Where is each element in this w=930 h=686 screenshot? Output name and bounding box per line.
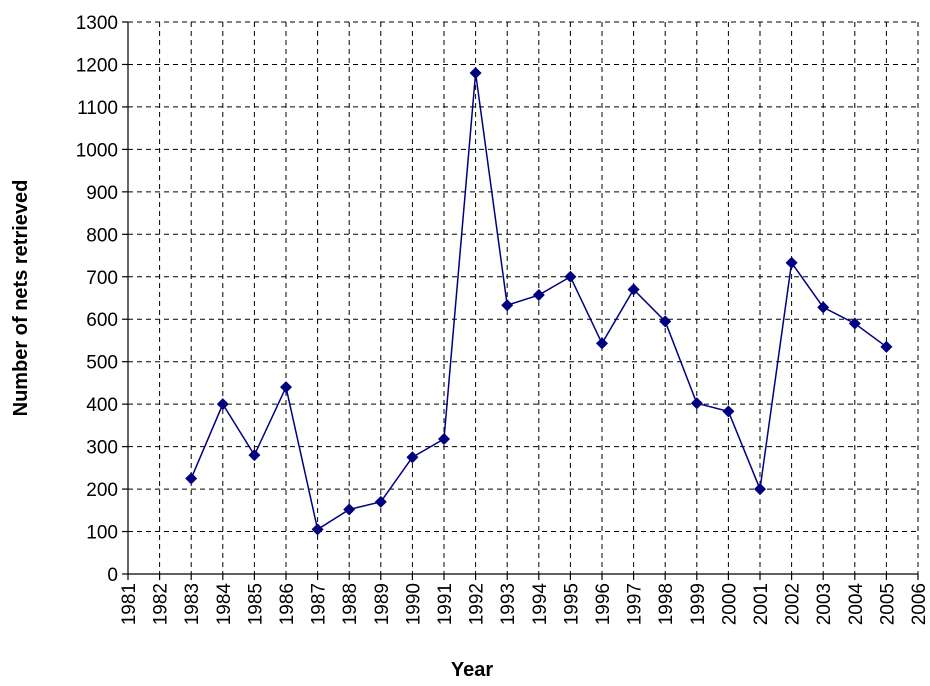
marker bbox=[785, 256, 798, 269]
x-tick-label: 1984 bbox=[214, 583, 235, 626]
x-tick-label: 1996 bbox=[593, 583, 614, 625]
y-tick-label: 700 bbox=[86, 268, 118, 289]
x-tick-label: 1999 bbox=[688, 583, 709, 625]
marker bbox=[596, 337, 608, 350]
x-tick-label: 1993 bbox=[498, 583, 519, 625]
y-tick-label: 500 bbox=[86, 353, 118, 374]
marker bbox=[690, 397, 703, 410]
x-tick-label: 1983 bbox=[182, 583, 203, 625]
x-axis-title: Year bbox=[451, 659, 493, 681]
marker bbox=[406, 451, 419, 464]
x-tick-label: 1981 bbox=[119, 583, 140, 625]
x-tick-label: 2004 bbox=[846, 583, 867, 626]
y-tick-label: 1300 bbox=[76, 13, 118, 34]
x-tick-label: 2000 bbox=[719, 583, 740, 625]
x-tick-label: 2003 bbox=[814, 583, 835, 625]
x-tick-label: 1997 bbox=[625, 583, 646, 625]
marker bbox=[311, 523, 324, 536]
marker bbox=[627, 283, 640, 296]
marker bbox=[438, 432, 450, 445]
marker bbox=[754, 483, 766, 496]
x-tick-label: 1991 bbox=[435, 583, 456, 625]
marker bbox=[532, 289, 545, 302]
y-tick-label: 1200 bbox=[76, 55, 118, 76]
marker bbox=[564, 270, 577, 283]
x-tick-label: 1987 bbox=[309, 583, 330, 625]
marker bbox=[880, 340, 893, 353]
x-tick-label: 1994 bbox=[530, 583, 551, 626]
x-tick-label: 1985 bbox=[245, 583, 266, 625]
y-tick-label: 1000 bbox=[76, 140, 118, 161]
y-tick-label: 400 bbox=[86, 395, 118, 416]
x-tick-label: 1998 bbox=[656, 583, 677, 625]
marker bbox=[216, 398, 229, 411]
x-tick-label: 1992 bbox=[467, 583, 488, 625]
x-tick-label: 2001 bbox=[751, 583, 772, 625]
marker bbox=[722, 405, 735, 418]
x-tick-label: 1990 bbox=[403, 583, 424, 625]
marker bbox=[501, 299, 514, 312]
marker bbox=[374, 495, 387, 508]
y-tick-label: 800 bbox=[86, 225, 118, 246]
y-tick-label: 100 bbox=[86, 523, 118, 544]
x-tick-label: 1986 bbox=[277, 583, 298, 625]
x-tick-label: 1995 bbox=[561, 583, 582, 625]
marker bbox=[659, 315, 672, 328]
x-tick-label: 2006 bbox=[909, 583, 930, 625]
y-tick-label: 0 bbox=[107, 565, 118, 586]
y-tick-label: 600 bbox=[86, 310, 118, 331]
marker bbox=[248, 449, 261, 462]
x-tick-label: 2002 bbox=[783, 583, 804, 625]
marker bbox=[817, 301, 830, 314]
marker bbox=[469, 66, 482, 79]
marker bbox=[280, 381, 292, 394]
y-tick-label: 200 bbox=[86, 480, 118, 501]
x-tick-label: 1982 bbox=[151, 583, 172, 625]
x-tick-label: 1988 bbox=[340, 583, 361, 625]
y-tick-label: 1100 bbox=[77, 98, 118, 119]
y-tick-label: 300 bbox=[86, 438, 118, 459]
x-tick-label: 1989 bbox=[372, 583, 393, 625]
marker bbox=[343, 503, 356, 516]
y-axis-title: Number of nets retrieved bbox=[10, 180, 32, 417]
marker bbox=[848, 317, 861, 330]
x-tick-label: 2005 bbox=[877, 583, 898, 625]
y-tick-label: 900 bbox=[86, 183, 118, 204]
marker bbox=[185, 472, 198, 485]
